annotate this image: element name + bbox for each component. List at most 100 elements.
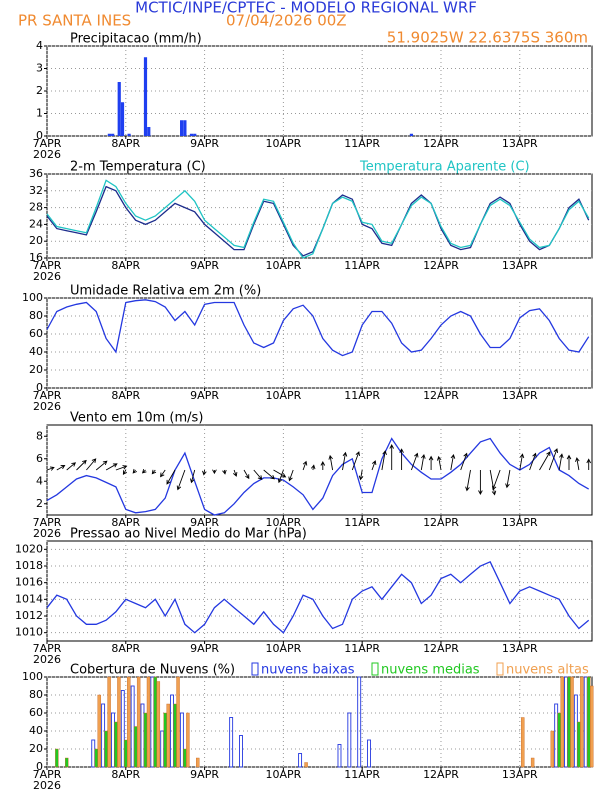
wind-arrow [389,444,394,470]
legend-label: nuvens baixas [261,663,355,678]
x-tick-label: 12APR [423,768,459,781]
cloud-bar [521,717,525,768]
cloud-bar [107,676,111,768]
wind-arrow [566,454,572,470]
cloud-bar [590,685,594,768]
cloud-bar [367,739,371,768]
wind-arrow [105,463,118,471]
cloud-bar [120,690,125,768]
wind-arrow [328,454,334,471]
wind-arrow [202,469,207,476]
precip-bar [111,133,115,136]
wind-arrow [243,469,250,480]
y-tick-label: 1012 [15,609,43,622]
wind-arrow [420,453,426,471]
cloud-bar [587,676,591,768]
x-tick-label: 13APR [502,768,538,781]
wind-arrow [288,469,294,482]
cloud-bar [124,739,128,768]
cloud-bar [567,676,571,768]
x-tick-label: 9APR [190,642,219,655]
cloud-bar [127,676,131,768]
wind-arrow [66,462,77,471]
cloud-bar [97,694,101,768]
wind-arrow [351,451,360,471]
cloud-bar [143,712,148,768]
y-tick-label: 3 [36,62,43,75]
cloud-bar [150,676,155,768]
wind-arrow [166,469,176,485]
y-tick-label: 20 [29,234,43,247]
x-tick-label: 8APR [111,259,140,272]
wind-speed-line [46,437,590,516]
x-tick-label: 11APR [344,768,380,781]
cloud-bar [136,676,141,768]
data-line [46,560,590,634]
wind-arrow [222,469,227,475]
y-tick-label: 2 [36,84,43,97]
data-line [46,185,590,257]
cloud-bar [166,703,170,768]
cloud-bar [104,730,108,768]
x-tick-label: 10APR [265,259,301,272]
y-tick-label: 1010 [15,626,43,639]
cloud-bar [347,712,352,768]
x-year-label: 2026 [33,270,61,283]
panel-title: Pressao ao Nivel Medio do Mar (hPa) [70,527,307,542]
y-tick-label: 36 [29,167,43,180]
cloud-bar [140,703,145,768]
x-tick-label: 7APR [33,516,62,529]
wind-arrow [558,453,564,471]
x-tick-label: 9APR [190,259,219,272]
precip-bar [147,127,151,136]
y-tick-label: 1014 [15,592,43,605]
x-tick-label: 10APR [265,389,301,402]
wind-arrow [302,460,308,471]
location: 51.9025W 22.6375S 360m [387,29,588,47]
wind-arrow [76,459,87,471]
cloud-bar [114,721,118,768]
wind-arrow [176,469,186,491]
legend-label: 2-m Temperatura (C) [70,160,206,175]
cloud-bar [163,712,167,768]
wind-arrow [548,448,559,471]
wind-arrow [491,469,501,491]
legend-label: Temperatura Aparente (C) [359,160,530,175]
cloud-bar [337,744,342,768]
x-year-label: 2026 [33,400,61,413]
cloud-bar [196,757,200,768]
x-tick-label: 7APR [33,768,62,781]
y-tick-label: 1018 [15,559,43,572]
y-tick-label: 40 [29,724,43,737]
wind-arrow [436,455,442,471]
y-tick-label: 4 [36,39,43,52]
wind-arrow [160,469,166,478]
x-tick-label: 9APR [190,516,219,529]
cloud-bar [130,685,135,768]
wind-arrow [428,455,434,470]
cloud-bar [91,739,96,768]
x-tick-label: 9APR [190,137,219,150]
precip-bar [183,120,187,136]
x-tick-label: 13APR [502,642,538,655]
wind-arrow [320,461,326,470]
wind-arrow [465,469,471,492]
y-tick-label: 1 [36,107,43,120]
plot-frame [46,297,593,389]
precip-bar [127,133,131,136]
precip-bar [189,133,194,136]
wind-arrow [399,448,404,470]
x-tick-label: 8APR [111,768,140,781]
x-tick-label: 12APR [423,137,459,150]
x-tick-label: 11APR [344,642,380,655]
x-tick-label: 12APR [423,259,459,272]
x-tick-label: 13APR [502,389,538,402]
wind-arrow [46,466,55,471]
cloud-bar [229,717,234,768]
x-tick-label: 8APR [111,516,140,529]
x-tick-label: 10APR [265,516,301,529]
cloud-bar [239,735,243,768]
y-tick-label: 2 [36,497,43,510]
y-tick-label: 24 [29,217,43,230]
y-tick-label: 80 [29,309,43,322]
